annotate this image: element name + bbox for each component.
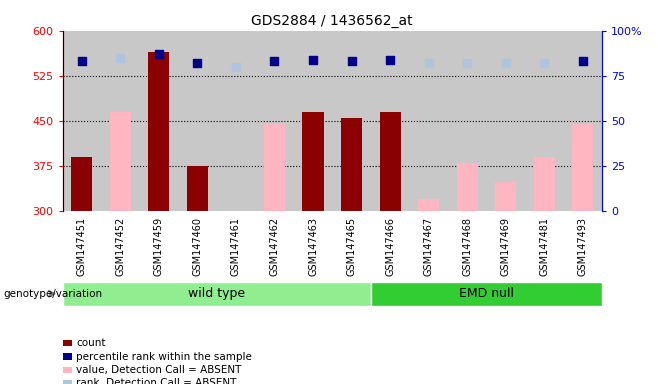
Text: GSM147463: GSM147463 bbox=[308, 217, 318, 276]
Point bbox=[462, 60, 472, 66]
Bar bbox=[148, 52, 170, 211]
Title: GDS2884 / 1436562_at: GDS2884 / 1436562_at bbox=[251, 14, 413, 28]
Bar bbox=[341, 118, 362, 211]
Point bbox=[578, 58, 588, 65]
Text: GSM147461: GSM147461 bbox=[231, 217, 241, 276]
Bar bbox=[371, 282, 602, 306]
Text: GSM147469: GSM147469 bbox=[501, 217, 511, 276]
Point bbox=[385, 56, 395, 63]
Point bbox=[346, 58, 357, 65]
Text: GSM147481: GSM147481 bbox=[540, 217, 549, 276]
Text: GSM147467: GSM147467 bbox=[424, 217, 434, 276]
Bar bbox=[71, 157, 92, 211]
Text: GSM147468: GSM147468 bbox=[462, 217, 472, 276]
Bar bbox=[63, 367, 72, 373]
Text: value, Detection Call = ABSENT: value, Detection Call = ABSENT bbox=[76, 365, 241, 375]
Point bbox=[153, 51, 164, 57]
Text: EMD null: EMD null bbox=[459, 287, 514, 300]
Point bbox=[501, 60, 511, 66]
Bar bbox=[457, 163, 478, 211]
Text: rank, Detection Call = ABSENT: rank, Detection Call = ABSENT bbox=[76, 379, 236, 384]
Bar bbox=[63, 340, 72, 346]
Point bbox=[308, 56, 318, 63]
Bar bbox=[380, 112, 401, 211]
Bar bbox=[572, 124, 594, 211]
Bar bbox=[418, 199, 440, 211]
Bar bbox=[187, 166, 208, 211]
Text: count: count bbox=[76, 338, 105, 348]
Text: GSM147465: GSM147465 bbox=[347, 217, 357, 276]
Text: GSM147493: GSM147493 bbox=[578, 217, 588, 276]
Bar bbox=[63, 353, 72, 360]
Bar bbox=[303, 112, 324, 211]
Text: genotype/variation: genotype/variation bbox=[3, 289, 103, 299]
Point bbox=[76, 58, 87, 65]
Point bbox=[269, 58, 280, 65]
Bar bbox=[495, 182, 517, 211]
Bar bbox=[63, 380, 72, 384]
Point bbox=[115, 55, 126, 61]
Text: percentile rank within the sample: percentile rank within the sample bbox=[76, 352, 252, 362]
Text: GSM147462: GSM147462 bbox=[270, 217, 280, 276]
Point bbox=[423, 60, 434, 66]
Point bbox=[578, 58, 588, 65]
Text: GSM147459: GSM147459 bbox=[154, 217, 164, 276]
Text: wild type: wild type bbox=[188, 287, 245, 300]
Text: GSM147460: GSM147460 bbox=[192, 217, 203, 276]
Point bbox=[539, 60, 549, 66]
Bar bbox=[63, 282, 371, 306]
Text: GSM147452: GSM147452 bbox=[115, 217, 125, 276]
Point bbox=[231, 64, 241, 70]
Text: GSM147466: GSM147466 bbox=[385, 217, 395, 276]
Bar bbox=[264, 124, 285, 211]
Bar bbox=[534, 157, 555, 211]
Point bbox=[192, 60, 203, 66]
Text: GSM147451: GSM147451 bbox=[77, 217, 87, 276]
Bar bbox=[110, 112, 131, 211]
